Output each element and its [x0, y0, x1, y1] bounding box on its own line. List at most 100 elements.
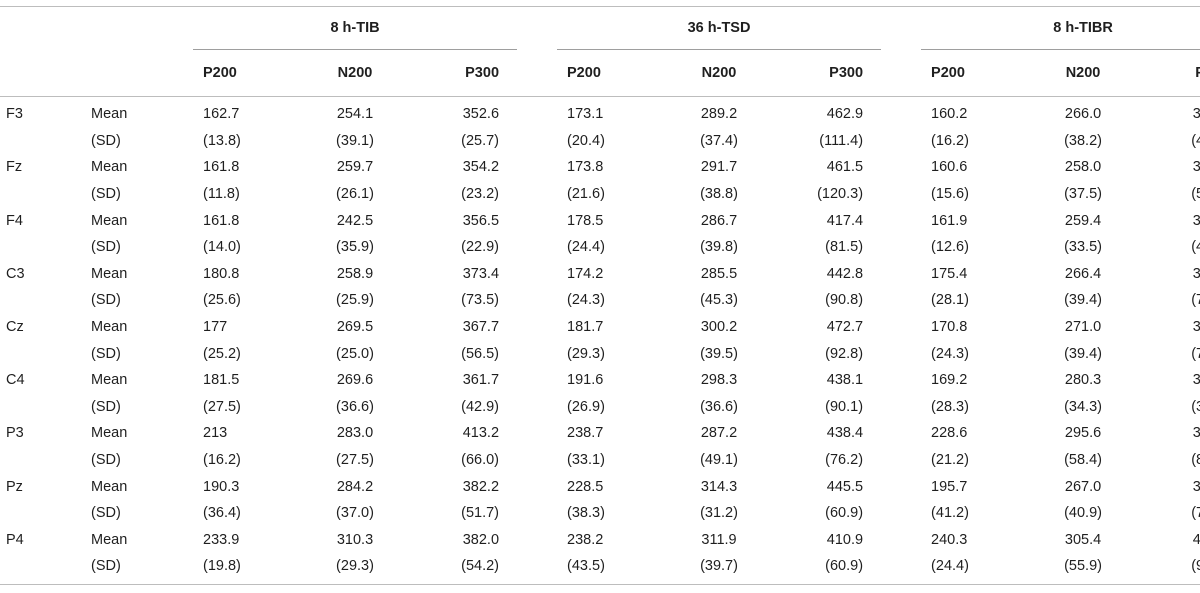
mean-value: 382.2 — [462, 478, 500, 495]
sd-value: (25.7) — [461, 132, 500, 149]
mean-value: 160.2 — [931, 106, 968, 123]
sd-value: (36.6) — [700, 398, 738, 415]
mean-value: 169.2 — [931, 372, 968, 389]
mean-value: 267.0 — [1064, 478, 1102, 495]
stat-label: Mean — [91, 372, 128, 389]
mean-value: 305.4 — [1064, 531, 1102, 548]
mean-value: 173.1 — [567, 106, 604, 123]
header-blank — [0, 6, 85, 50]
stat-label: Mean — [91, 425, 128, 442]
mean-value: 367.7 — [462, 319, 500, 336]
stat-label: Mean — [91, 319, 128, 336]
mean-value: 238.7 — [567, 425, 604, 442]
sd-value: (29.3) — [567, 345, 605, 362]
sd-value: (24.3) — [931, 345, 969, 362]
component-header: N200 — [1029, 50, 1138, 97]
mean-value: 461.5 — [826, 159, 864, 176]
column-gap — [517, 500, 557, 527]
stat-label: (SD) — [91, 452, 121, 469]
group-header-tibr: 8 h-TIBR — [921, 7, 1200, 50]
stat-label: (SD) — [91, 558, 121, 575]
component-header: P200 — [193, 50, 301, 97]
table-row: F3 Mean 162.7 254.1 352.6 173.1 289.2 462.9 160.… — [0, 97, 1200, 128]
table-row: (SD) (11.8) (26.1) (23.2) (21.6) (38.8) (120.3… — [0, 181, 1200, 208]
group-header-cell: 36 h-TSD — [557, 6, 882, 50]
table-row: (SD) (25.6) (25.9) (73.5) (24.3) (45.3) (90.8)… — [0, 287, 1200, 314]
electrode-blank — [0, 287, 85, 314]
column-gap — [517, 473, 557, 500]
sd-value: (33.5) — [1064, 239, 1102, 256]
electrode-label: F3 — [6, 106, 23, 123]
sd-value: (16.2) — [203, 452, 241, 469]
stat-label: (SD) — [91, 186, 121, 203]
column-gap — [881, 314, 921, 341]
mean-value: 213 — [203, 425, 228, 442]
mean-value: 161.8 — [203, 212, 240, 229]
column-gap — [881, 128, 921, 155]
column-gap — [881, 367, 921, 394]
sd-value: (42.9) — [461, 398, 500, 415]
sd-value: (77.7) — [1191, 345, 1200, 362]
sd-value: (37.0) — [336, 505, 374, 522]
mean-value: 393.5 — [1192, 265, 1200, 282]
header-gap — [517, 50, 558, 97]
sd-value: (43.5) — [567, 558, 605, 575]
stat-label: Mean — [91, 106, 128, 123]
sd-value: (28.3) — [931, 398, 969, 415]
sd-value: (37.5) — [1064, 186, 1102, 203]
stat-label: (SD) — [91, 292, 121, 309]
sd-value: (24.4) — [931, 558, 969, 575]
sd-value: (39.7) — [700, 558, 738, 575]
column-gap — [517, 394, 557, 421]
sd-value: (90.1) — [825, 398, 864, 415]
sd-value: (20.4) — [567, 132, 605, 149]
mean-value: 284.2 — [336, 478, 374, 495]
column-gap — [881, 420, 921, 447]
sd-value: (49.1) — [700, 452, 738, 469]
column-gap — [881, 394, 921, 421]
sd-value: (28.1) — [931, 292, 969, 309]
component-header: P300 — [1137, 50, 1200, 97]
mean-value: 417.4 — [826, 212, 864, 229]
sd-value: (39.4) — [1064, 345, 1102, 362]
mean-value: 177 — [203, 319, 228, 336]
sd-value: (38.8) — [700, 186, 738, 203]
column-gap — [881, 287, 921, 314]
mean-value: 269.5 — [336, 319, 374, 336]
sd-value: (39.1) — [336, 132, 374, 149]
component-header: P200 — [921, 50, 1030, 97]
mean-value: 462.9 — [826, 106, 864, 123]
sd-value: (45.3) — [700, 292, 738, 309]
stat-label: (SD) — [91, 345, 121, 362]
column-gap — [517, 367, 557, 394]
electrode-label: F4 — [6, 212, 23, 229]
electrode-label: Pz — [6, 478, 23, 495]
sd-value: (58.4) — [1064, 452, 1102, 469]
stat-label: (SD) — [91, 398, 121, 415]
column-gap — [881, 527, 921, 554]
column-gap — [517, 128, 557, 155]
mean-value: 438.4 — [826, 425, 864, 442]
mean-value: 291.7 — [700, 159, 738, 176]
column-gap — [517, 234, 557, 261]
sd-value: (24.4) — [567, 239, 605, 256]
sd-value: (27.5) — [336, 452, 374, 469]
sd-value: (29.3) — [336, 558, 374, 575]
column-gap — [881, 500, 921, 527]
sd-value: (24.3) — [567, 292, 605, 309]
mean-value: 266.4 — [1064, 265, 1102, 282]
sd-value: (22.9) — [461, 239, 500, 256]
mean-value: 161.9 — [931, 212, 968, 229]
table-row: (SD) (36.4) (37.0) (51.7) (38.3) (31.2) (60.9)… — [0, 500, 1200, 527]
sd-value: (120.3) — [817, 186, 864, 203]
component-header: P200 — [557, 50, 666, 97]
mean-value: 286.7 — [700, 212, 738, 229]
sd-value: (12.6) — [931, 239, 969, 256]
mean-value: 472.7 — [826, 319, 864, 336]
sd-value: (36.0) — [1191, 398, 1200, 415]
column-gap — [517, 447, 557, 474]
mean-value: 191.6 — [567, 372, 604, 389]
table-row: (SD) (16.2) (27.5) (66.0) (33.1) (49.1) (76.2)… — [0, 447, 1200, 474]
erp-latency-table: 8 h-TIB 36 h-TSD 8 h-TIBR P200 N200 P300… — [0, 6, 1200, 580]
sd-value: (23.2) — [461, 186, 500, 203]
